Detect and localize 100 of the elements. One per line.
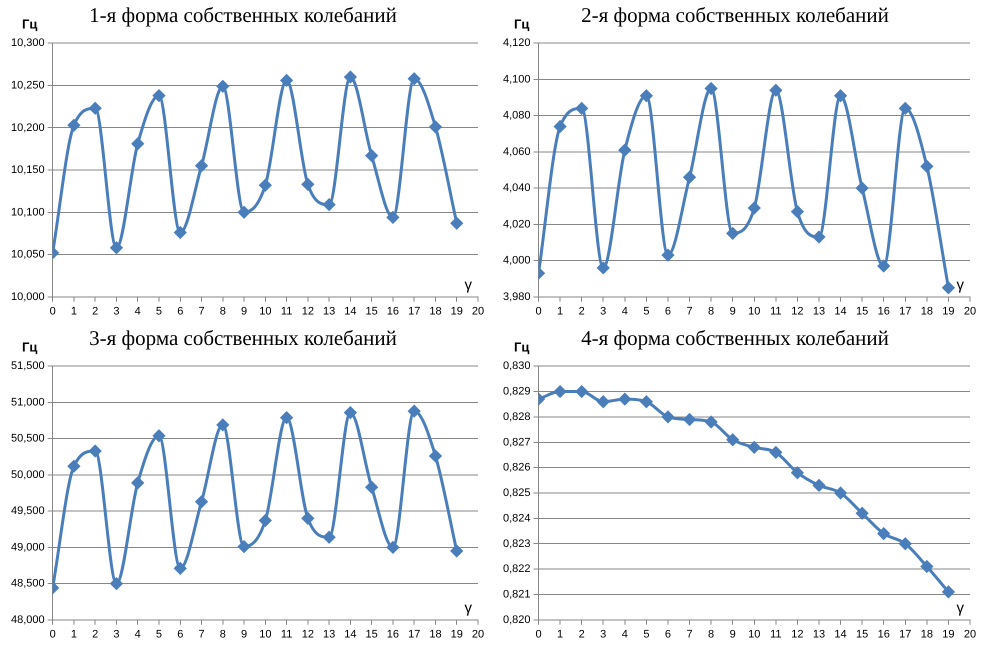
x-tick-label: 12 bbox=[302, 305, 314, 318]
point bbox=[450, 544, 463, 557]
x-tick-label: 18 bbox=[429, 305, 442, 318]
point bbox=[132, 476, 144, 489]
point bbox=[684, 171, 696, 184]
point bbox=[942, 282, 954, 294]
point bbox=[238, 206, 250, 218]
y-tick-label: 48,000 bbox=[10, 614, 45, 626]
point bbox=[132, 138, 144, 150]
x-tick-label: 1 bbox=[70, 305, 77, 318]
x-tick-label: 15 bbox=[366, 305, 378, 318]
x-tick-label: 17 bbox=[899, 628, 912, 640]
y-axis-title: Гц bbox=[22, 339, 38, 354]
x-tick-label: 11 bbox=[280, 305, 292, 318]
y-tick-label: 4,020 bbox=[502, 218, 531, 230]
point bbox=[791, 466, 804, 479]
y-tick-label: 0,822 bbox=[502, 563, 531, 576]
point bbox=[726, 434, 739, 446]
y-tick-label: 3,980 bbox=[502, 290, 531, 303]
chart-title: 4-я форма собственных колебаний bbox=[581, 326, 889, 350]
y-tick-label: 51,000 bbox=[10, 396, 45, 408]
point bbox=[450, 217, 463, 230]
point bbox=[344, 71, 356, 84]
y-tick-label: 50,500 bbox=[10, 432, 45, 445]
point bbox=[196, 160, 208, 172]
y-tick-label: 0,823 bbox=[502, 538, 531, 550]
y-tick-label: 4,100 bbox=[502, 73, 531, 86]
x-tick-label: 6 bbox=[177, 305, 184, 318]
y-tick-label: 0,825 bbox=[502, 487, 531, 500]
x-tick-label: 10 bbox=[748, 628, 760, 640]
point bbox=[429, 450, 442, 462]
point bbox=[640, 90, 652, 102]
point bbox=[920, 560, 933, 573]
x-tick-label: 19 bbox=[450, 305, 463, 318]
y-tick-label: 10,150 bbox=[10, 164, 45, 176]
x-tick-label: 1 bbox=[557, 305, 564, 318]
point bbox=[856, 182, 868, 194]
chart-title: 3-я форма собственных колебаний bbox=[89, 326, 397, 350]
x-tick-label: 18 bbox=[920, 305, 933, 318]
x-tick-label: 9 bbox=[730, 628, 736, 640]
x-tick-label: 13 bbox=[812, 305, 826, 318]
x-tick-label: 2 bbox=[578, 305, 585, 318]
chart-title: 2-я форма собственных колебаний bbox=[581, 3, 889, 28]
x-axis-title: γ bbox=[464, 599, 472, 616]
x-tick-label: 12 bbox=[791, 628, 804, 640]
point bbox=[238, 540, 250, 553]
x-axis-title: γ bbox=[464, 276, 472, 294]
x-tick-label: 6 bbox=[177, 628, 184, 640]
x-tick-label: 11 bbox=[770, 305, 782, 318]
y-tick-label: 0,820 bbox=[502, 614, 531, 626]
x-tick-label: 18 bbox=[429, 628, 442, 640]
x-tick-label: 0 bbox=[50, 305, 56, 318]
x-tick-label: 11 bbox=[280, 628, 292, 640]
x-tick-label: 16 bbox=[878, 305, 890, 318]
point bbox=[216, 418, 229, 431]
point bbox=[386, 541, 399, 554]
x-tick-label: 16 bbox=[878, 628, 890, 640]
y-tick-label: 10,250 bbox=[10, 80, 45, 92]
point bbox=[920, 160, 933, 172]
x-tick-label: 17 bbox=[408, 305, 420, 318]
x-tick-label: 17 bbox=[408, 628, 420, 640]
point bbox=[280, 74, 293, 86]
x-tick-label: 13 bbox=[323, 305, 336, 318]
y-tick-label: 0,828 bbox=[502, 410, 531, 423]
x-tick-label: 5 bbox=[643, 628, 650, 640]
x-tick-label: 2 bbox=[92, 305, 98, 318]
point bbox=[748, 441, 760, 454]
x-tick-label: 5 bbox=[156, 305, 162, 318]
x-tick-label: 10 bbox=[259, 305, 272, 318]
x-tick-label: 0 bbox=[50, 628, 56, 640]
x-tick-label: 14 bbox=[834, 628, 847, 640]
y-tick-label: 49,500 bbox=[10, 505, 45, 518]
y-tick-label: 49,000 bbox=[10, 541, 45, 554]
point bbox=[152, 90, 165, 102]
y-tick-label: 0,827 bbox=[502, 436, 531, 448]
point bbox=[152, 430, 165, 442]
x-tick-label: 9 bbox=[730, 305, 736, 318]
x-tick-label: 19 bbox=[450, 628, 463, 640]
point bbox=[705, 416, 718, 428]
point bbox=[68, 460, 80, 472]
point bbox=[280, 412, 293, 424]
y-tick-label: 0,830 bbox=[502, 360, 531, 372]
point bbox=[302, 512, 314, 524]
y-tick-label: 4,120 bbox=[502, 37, 531, 50]
x-tick-label: 12 bbox=[302, 628, 314, 640]
point bbox=[259, 514, 272, 527]
x-tick-label: 11 bbox=[770, 628, 782, 640]
x-tick-label: 4 bbox=[622, 628, 628, 640]
point bbox=[770, 84, 782, 96]
x-axis-title: γ bbox=[956, 276, 964, 294]
x-tick-label: 19 bbox=[942, 305, 955, 318]
x-tick-label: 9 bbox=[240, 628, 248, 640]
point bbox=[576, 386, 588, 398]
x-tick-label: 8 bbox=[708, 628, 714, 640]
point bbox=[89, 102, 102, 114]
point bbox=[878, 260, 890, 272]
y-tick-label: 4,000 bbox=[502, 254, 531, 267]
point bbox=[302, 178, 314, 190]
point bbox=[662, 249, 674, 262]
y-tick-label: 48,500 bbox=[10, 578, 45, 590]
